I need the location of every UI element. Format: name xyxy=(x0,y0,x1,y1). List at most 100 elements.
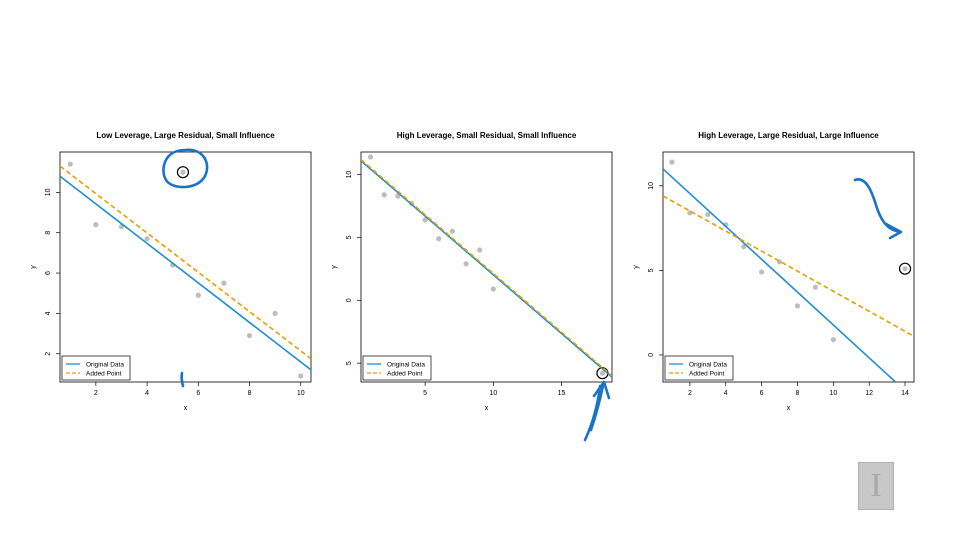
original-fit-line xyxy=(361,160,612,378)
added-data-point xyxy=(902,266,908,272)
data-point xyxy=(830,337,836,343)
ink-arrow-annotation xyxy=(853,178,902,234)
ink-arrowhead-annotation xyxy=(884,222,903,240)
plot-panel-1: Low Leverage, Large Residual, Small Infl… xyxy=(30,131,312,412)
x-tick-label: 6 xyxy=(760,390,764,397)
plot-legend: Original Data Added Point xyxy=(664,355,734,381)
legend-box xyxy=(664,355,734,381)
y-tick-label: 5 xyxy=(346,361,353,365)
added-point-highlight-circle xyxy=(898,262,912,275)
plot-legend: Original Data Added Point xyxy=(61,355,131,381)
y-tick-label: 10 xyxy=(346,171,353,179)
plot-legend: Original Data Added Point xyxy=(362,355,432,381)
y-tick-label: 4 xyxy=(45,311,52,315)
data-point xyxy=(669,159,675,165)
data-point xyxy=(705,211,711,218)
data-point xyxy=(246,332,253,339)
added-point-highlight-circle xyxy=(176,166,190,179)
y-tick-label: 10 xyxy=(648,182,655,190)
y-axis-label: y xyxy=(633,265,640,269)
regression-lines xyxy=(60,165,311,371)
legend-label: Original Data xyxy=(689,362,727,369)
added-data-point xyxy=(599,370,606,376)
data-point xyxy=(298,373,304,379)
x-tick-label: 10 xyxy=(297,390,305,397)
added-point-fit-line xyxy=(663,195,914,338)
y-tick-label: 0 xyxy=(648,353,655,357)
data-point xyxy=(812,284,818,290)
plot-panel-3: High Leverage, Large Residual, Large Inf… xyxy=(633,131,915,412)
added-data-point xyxy=(180,169,186,175)
x-tick-label: 10 xyxy=(489,390,497,397)
data-point xyxy=(422,217,428,223)
data-point xyxy=(436,236,442,242)
data-point xyxy=(794,303,801,309)
legend-label: Added Point xyxy=(387,371,423,378)
x-tick-label: 8 xyxy=(248,390,252,397)
x-axis-label: x xyxy=(485,405,489,412)
x-axis-label: x xyxy=(184,405,188,412)
data-point xyxy=(490,286,496,292)
data-point xyxy=(367,154,374,160)
y-axis-label: y xyxy=(30,265,37,269)
y-tick-label: 2 xyxy=(45,352,52,356)
data-point xyxy=(477,247,483,253)
data-point xyxy=(759,269,765,275)
ink-circle-annotation xyxy=(162,148,209,189)
x-tick-label: 14 xyxy=(901,390,909,397)
regression-lines xyxy=(663,168,914,382)
plot-panel-2: High Leverage, Small Residual, Small Inf… xyxy=(331,131,613,412)
y-tick-label: 10 xyxy=(45,188,52,196)
data-point xyxy=(741,244,747,250)
plot-frame xyxy=(59,151,312,383)
ink-arrow-annotation xyxy=(583,384,602,442)
y-tick-label: 0 xyxy=(346,298,353,302)
x-tick-label: 2 xyxy=(688,390,692,397)
ink-arrow-annotation xyxy=(589,384,605,432)
x-tick-label: 8 xyxy=(796,390,800,397)
legend-label: Original Data xyxy=(387,362,425,369)
y-tick-label: 5 xyxy=(346,235,353,239)
plot-title: High Leverage, Small Residual, Small Inf… xyxy=(397,131,577,140)
x-tick-label: 4 xyxy=(145,390,149,397)
data-point xyxy=(67,161,73,167)
ink-annotations xyxy=(162,148,903,442)
plot-frame xyxy=(662,151,915,383)
data-point xyxy=(381,192,387,198)
data-point xyxy=(449,228,455,234)
plot-frame xyxy=(360,151,613,383)
plot-title: High Leverage, Large Residual, Large Inf… xyxy=(698,131,879,140)
legend-box xyxy=(61,355,131,381)
legend-label: Original Data xyxy=(86,362,124,369)
ink-tick-annotation xyxy=(180,371,185,388)
x-tick-label: 6 xyxy=(196,390,200,397)
plot-title: Low Leverage, Large Residual, Small Infl… xyxy=(96,131,275,140)
y-tick-label: 5 xyxy=(648,268,655,272)
y-tick-label: 6 xyxy=(45,271,52,275)
legend-box xyxy=(362,355,432,381)
x-tick-label: 2 xyxy=(94,390,98,397)
y-tick-label: 8 xyxy=(45,231,52,235)
data-point xyxy=(195,292,201,298)
regression-lines xyxy=(361,158,612,378)
x-axis-label: x xyxy=(787,405,791,412)
legend-label: Added Point xyxy=(86,371,122,378)
legend-label: Added Point xyxy=(689,371,725,378)
original-fit-line xyxy=(60,175,311,371)
x-tick-label: 10 xyxy=(829,390,837,397)
original-fit-line xyxy=(663,168,897,382)
data-point xyxy=(93,222,99,228)
data-point xyxy=(272,310,278,317)
added-point-fit-line xyxy=(361,158,612,377)
added-point-fit-line xyxy=(60,165,311,360)
data-point xyxy=(144,236,150,242)
x-tick-label: 12 xyxy=(865,390,873,397)
y-axis-label: y xyxy=(331,265,338,269)
data-point xyxy=(463,261,469,267)
x-tick-label: 5 xyxy=(423,390,427,397)
x-tick-label: 15 xyxy=(558,390,566,397)
x-tick-label: 4 xyxy=(724,390,728,397)
